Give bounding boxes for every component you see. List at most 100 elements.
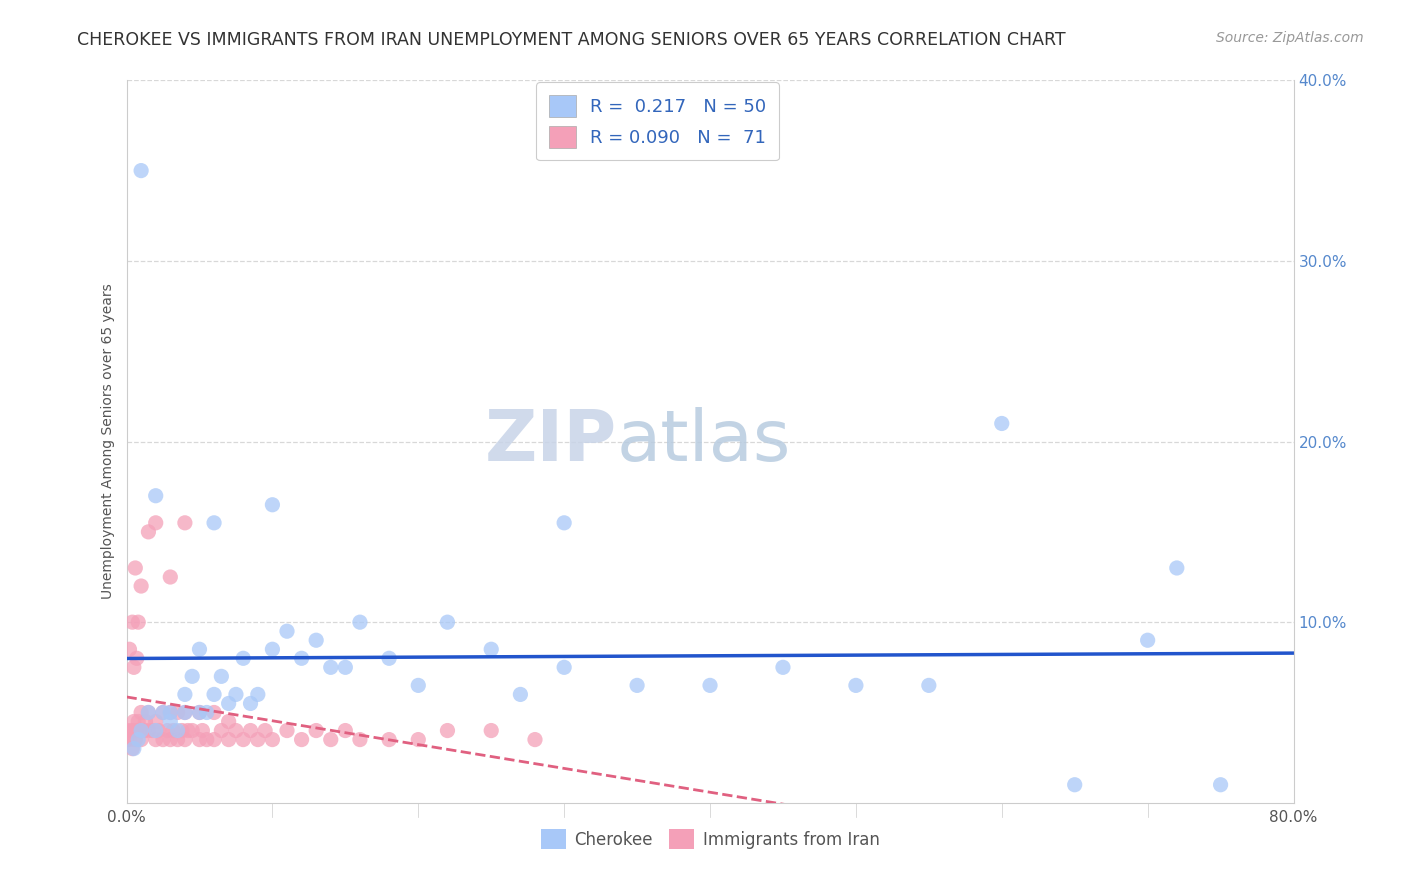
Point — [335, 660, 357, 674]
Point — [174, 706, 197, 720]
Point — [408, 732, 430, 747]
Point — [118, 642, 141, 657]
Point — [129, 579, 152, 593]
Point — [918, 678, 941, 692]
Point — [152, 706, 174, 720]
Point — [290, 651, 312, 665]
Point — [124, 732, 146, 747]
Point — [122, 714, 145, 729]
Point — [159, 732, 181, 747]
Point — [152, 706, 174, 720]
Point — [626, 678, 648, 692]
Point — [128, 723, 150, 738]
Point — [191, 723, 214, 738]
Point — [174, 732, 197, 747]
Point — [218, 732, 240, 747]
Point — [166, 732, 188, 747]
Point — [162, 723, 184, 738]
Point — [132, 723, 155, 738]
Point — [239, 723, 262, 738]
Point — [319, 660, 342, 674]
Point — [122, 723, 145, 738]
Point — [174, 516, 197, 530]
Point — [239, 697, 262, 711]
Point — [181, 723, 204, 738]
Point — [188, 732, 211, 747]
Point — [305, 633, 328, 648]
Point — [262, 498, 284, 512]
Point — [479, 723, 502, 738]
Point — [145, 714, 167, 729]
Point — [159, 570, 181, 584]
Point — [1136, 633, 1159, 648]
Point — [129, 706, 152, 720]
Point — [188, 706, 211, 720]
Point — [276, 723, 298, 738]
Point — [156, 723, 179, 738]
Text: atlas: atlas — [617, 407, 792, 476]
Point — [115, 732, 138, 747]
Point — [145, 732, 167, 747]
Point — [218, 714, 240, 729]
Point — [138, 723, 160, 738]
Y-axis label: Unemployment Among Seniors over 65 years: Unemployment Among Seniors over 65 years — [101, 284, 115, 599]
Point — [145, 516, 167, 530]
Point — [115, 723, 138, 738]
Point — [174, 687, 197, 701]
Point — [159, 706, 181, 720]
Point — [408, 678, 430, 692]
Point — [509, 687, 531, 701]
Point — [121, 615, 143, 630]
Point — [202, 732, 225, 747]
Point — [188, 706, 211, 720]
Point — [246, 732, 269, 747]
Point — [120, 723, 142, 738]
Point — [699, 678, 721, 692]
Point — [319, 732, 342, 747]
Point — [254, 723, 277, 738]
Point — [138, 706, 160, 720]
Point — [145, 489, 167, 503]
Point — [1209, 778, 1232, 792]
Point — [122, 660, 145, 674]
Point — [845, 678, 868, 692]
Point — [127, 714, 149, 729]
Point — [436, 615, 458, 630]
Point — [125, 723, 148, 738]
Point — [262, 642, 284, 657]
Point — [524, 732, 547, 747]
Legend: Cherokee, Immigrants from Iran: Cherokee, Immigrants from Iran — [534, 822, 886, 856]
Point — [129, 723, 152, 738]
Point — [138, 706, 160, 720]
Point — [159, 706, 181, 720]
Point — [276, 624, 298, 639]
Point — [181, 669, 204, 683]
Point — [195, 706, 218, 720]
Text: CHEROKEE VS IMMIGRANTS FROM IRAN UNEMPLOYMENT AMONG SENIORS OVER 65 YEARS CORREL: CHEROKEE VS IMMIGRANTS FROM IRAN UNEMPLO… — [77, 31, 1066, 49]
Point — [246, 687, 269, 701]
Point — [170, 723, 193, 738]
Point — [125, 651, 148, 665]
Point — [349, 732, 371, 747]
Point — [124, 561, 146, 575]
Point — [349, 615, 371, 630]
Point — [121, 741, 143, 756]
Point — [553, 660, 575, 674]
Point — [305, 723, 328, 738]
Point — [436, 723, 458, 738]
Point — [145, 723, 167, 738]
Point — [335, 723, 357, 738]
Point — [1166, 561, 1188, 575]
Point — [122, 741, 145, 756]
Point — [118, 732, 141, 747]
Point — [990, 417, 1012, 431]
Point — [159, 714, 181, 729]
Text: Source: ZipAtlas.com: Source: ZipAtlas.com — [1216, 31, 1364, 45]
Point — [262, 732, 284, 747]
Point — [209, 669, 232, 683]
Point — [772, 660, 794, 674]
Point — [232, 651, 254, 665]
Point — [218, 697, 240, 711]
Point — [232, 732, 254, 747]
Point — [138, 524, 160, 539]
